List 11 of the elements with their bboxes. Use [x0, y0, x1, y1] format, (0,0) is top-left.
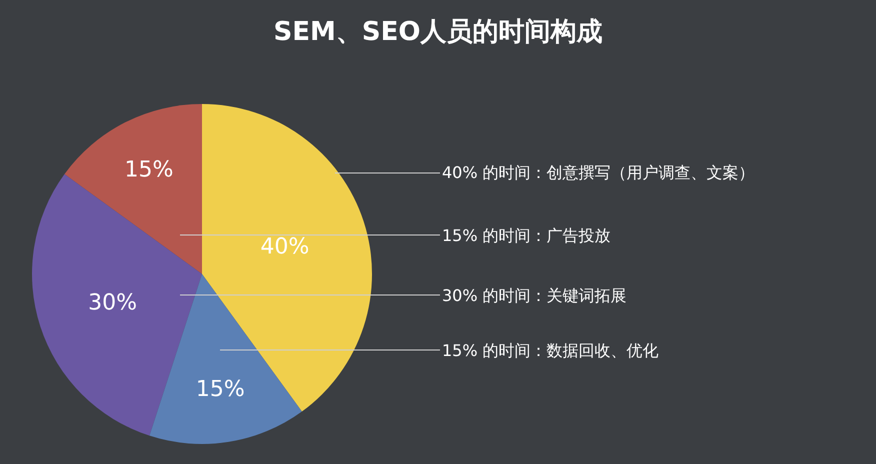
data-label: 15% — [124, 157, 174, 182]
pie-slice — [64, 104, 202, 274]
pie-slice — [149, 274, 302, 444]
slice-label: 15% 的时间：广告投放 — [442, 226, 611, 245]
slice-label: 30% 的时间：关键词拓展 — [442, 286, 627, 305]
slice-label: 40% 的时间：创意撰写（用户调查、文案） — [442, 163, 755, 182]
data-label: 30% — [88, 290, 138, 316]
data-label: 15% — [196, 376, 245, 402]
chart-title: SEM、SEO人员的时间构成 — [274, 17, 602, 48]
data-label: 40% — [260, 234, 310, 260]
slice-label: 15% 的时间：数据回收、优化 — [442, 341, 659, 360]
